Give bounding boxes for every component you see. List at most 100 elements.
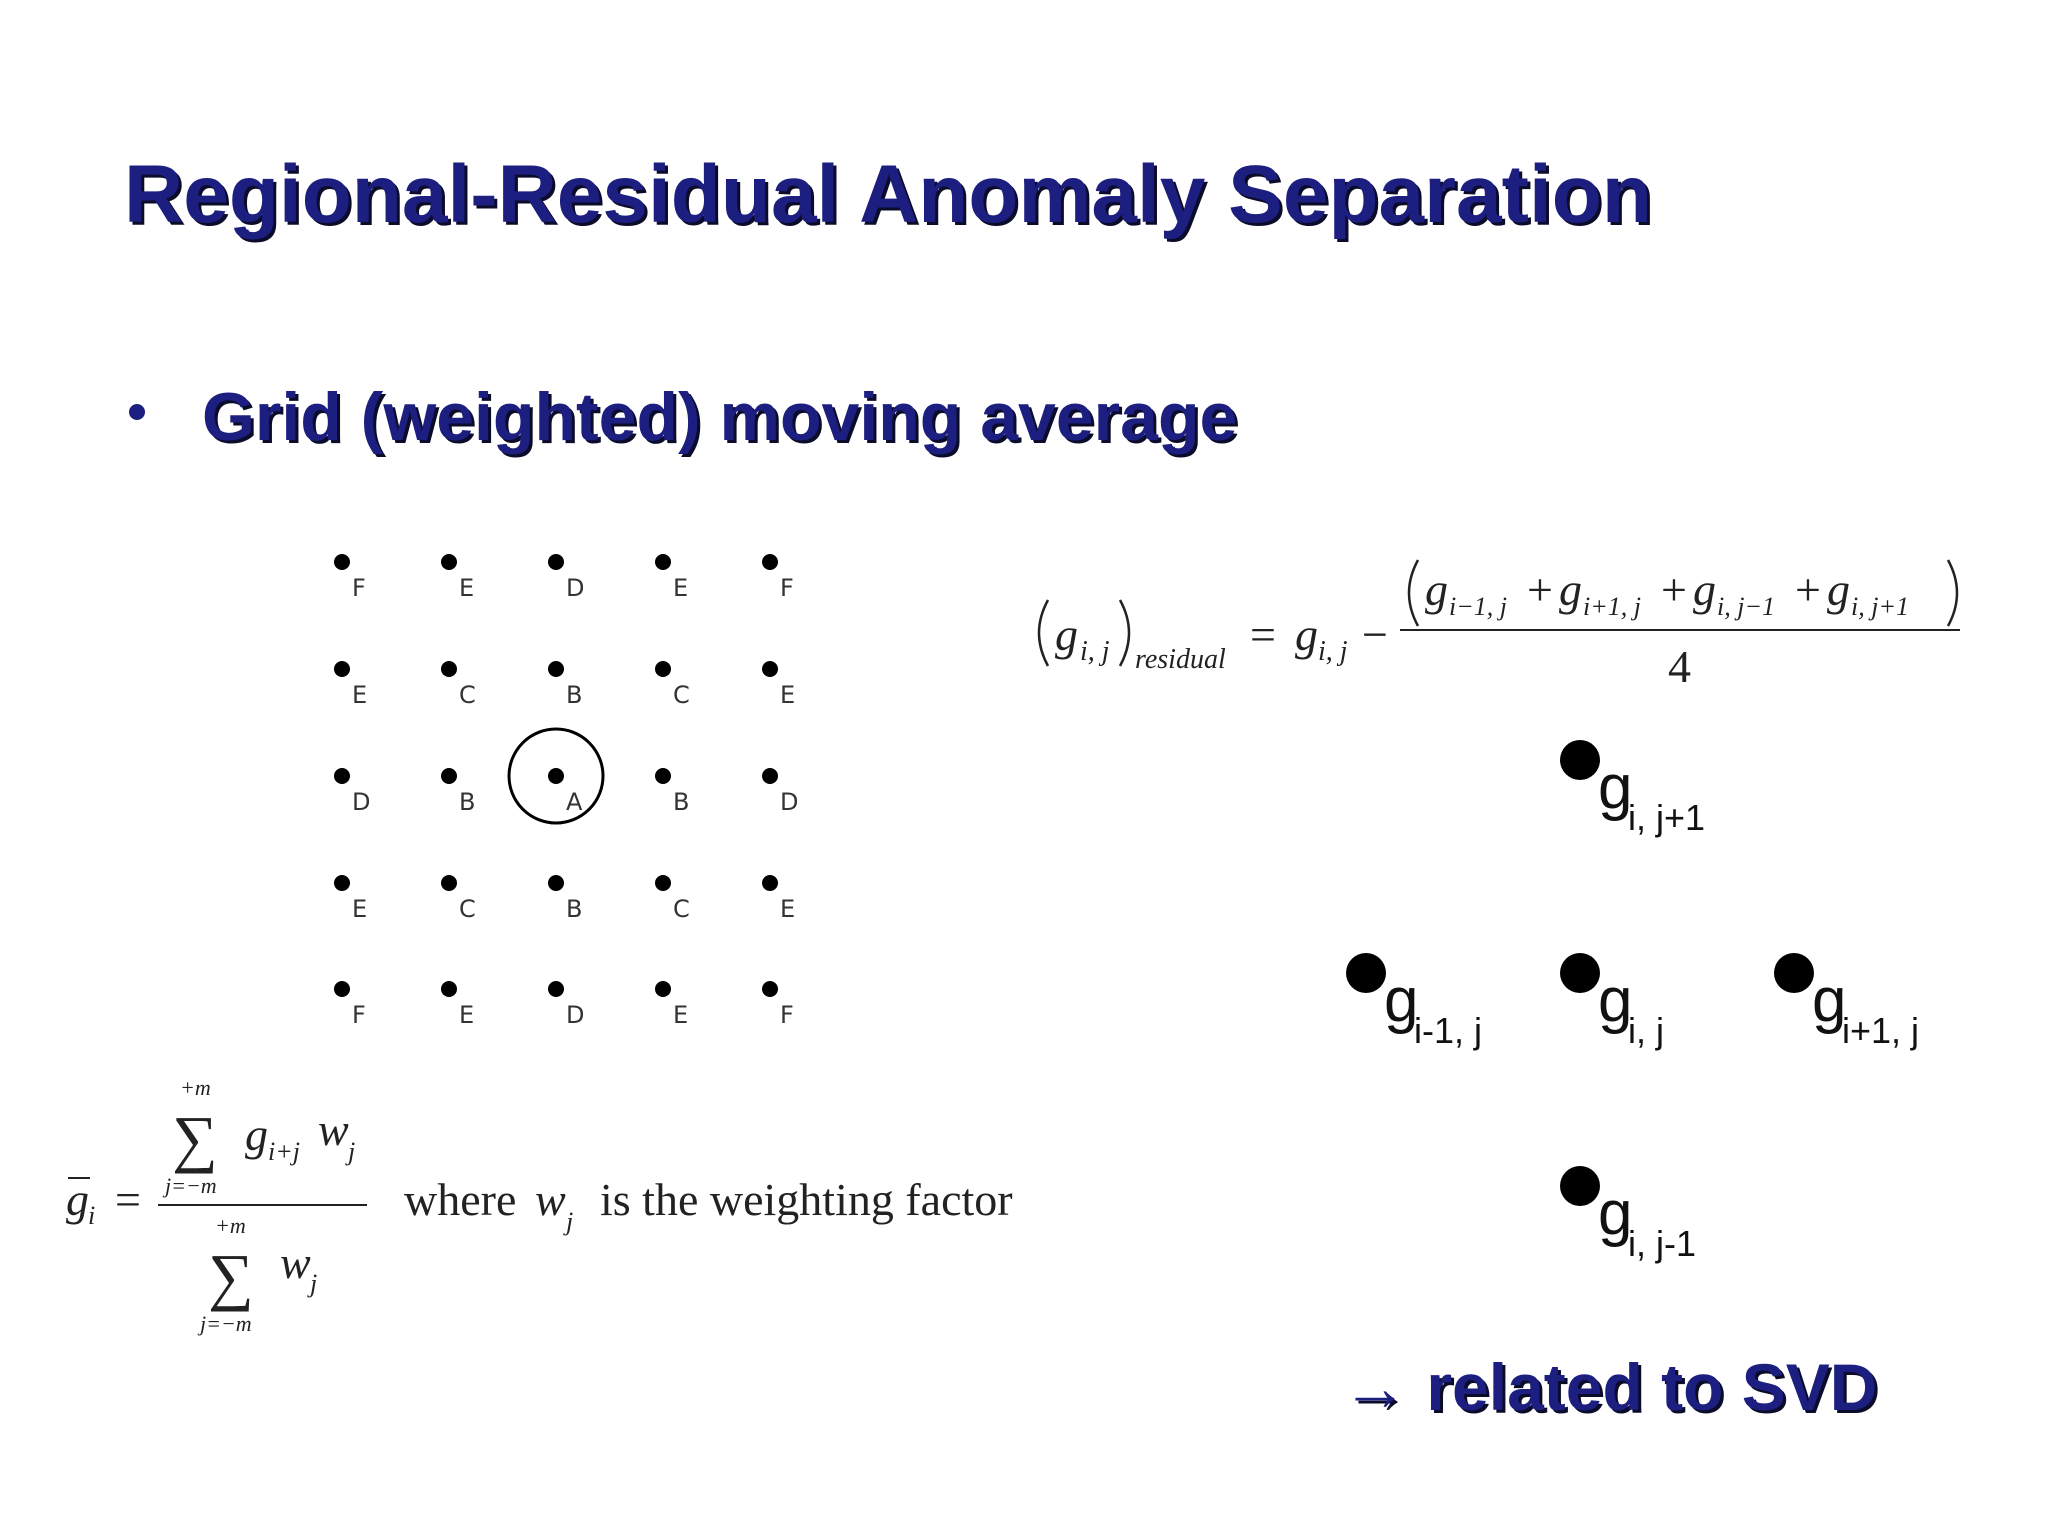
grid-point (655, 554, 671, 570)
grid-point (548, 875, 564, 891)
formula-var: g (1055, 609, 1078, 660)
grid-point (762, 875, 778, 891)
formula-sub: j (307, 1269, 317, 1298)
grid-label: C (673, 895, 690, 923)
stencil-var: g (1598, 753, 1632, 822)
where-text: where (404, 1174, 516, 1225)
grid-label: F (780, 574, 794, 602)
stencil-node (1560, 953, 1600, 993)
grid-label: E (352, 681, 367, 709)
stencil-node (1560, 740, 1600, 780)
stencil-sub: i, j-1 (1628, 1223, 1696, 1264)
formula-sub: i+j (268, 1137, 300, 1166)
formula-sub: i, j+1 (1851, 592, 1909, 621)
grid-point (334, 661, 350, 677)
formula-sub: i−1, j (1449, 592, 1507, 621)
formula-var: g (1827, 564, 1850, 615)
formula-sub: i, j (1080, 636, 1110, 667)
stencil-var: g (1598, 1179, 1632, 1248)
grid-label: E (780, 895, 795, 923)
formula-sub: i, j−1 (1717, 592, 1775, 621)
grid-point (762, 768, 778, 784)
residual-formula: g i, j residual = g i, j − g i−1, j + g i+1,… (1037, 559, 1960, 692)
average-formula: g i = +m ∑ j=−m g i+j w j +m ∑ j=−m w j … (66, 1075, 1013, 1336)
grid-label: C (459, 681, 476, 709)
center-circle (507, 727, 605, 825)
stencil: gi, j+1gi-1, j gi, j gi+1, jgi, j-1 (1346, 740, 1919, 1264)
formula-var: g (1693, 564, 1716, 615)
formula-var: g (1425, 564, 1448, 615)
formula-label: residual (1135, 644, 1226, 675)
grid-label: C (459, 895, 476, 923)
stencil-sub: i, j (1628, 1010, 1664, 1051)
grid-point (548, 981, 564, 997)
grid-label: C (673, 681, 690, 709)
sum-lower: j=−m (197, 1311, 252, 1336)
formula-operator: + (1661, 564, 1687, 615)
paren (1037, 599, 1050, 667)
grid-label: B (673, 788, 689, 816)
grid-label: B (566, 681, 582, 709)
grid-point (655, 661, 671, 677)
stencil-node (1560, 1166, 1600, 1206)
stencil-var: g (1812, 966, 1846, 1035)
paren (1118, 599, 1131, 667)
grid-label: D (566, 574, 584, 602)
sigma: ∑ (172, 1103, 218, 1174)
grid-label: A (566, 788, 583, 816)
stencil-node (1346, 953, 1386, 993)
grid-label: D (780, 788, 798, 816)
formula-var: w (280, 1237, 311, 1288)
formula-operator: − (1362, 609, 1388, 660)
note: → related to SVD (1342, 1350, 1877, 1424)
grid-label: F (780, 1001, 794, 1029)
grid-point (334, 554, 350, 570)
grid-point (441, 981, 457, 997)
formula-var: g (1559, 564, 1582, 615)
formula-operator: + (1527, 564, 1553, 615)
sum-lower: j=−m (162, 1173, 217, 1198)
grid-point (548, 554, 564, 570)
sum-upper: +m (180, 1075, 211, 1100)
sigma: ∑ (208, 1241, 254, 1312)
grid-point (548, 661, 564, 677)
formula-sub: j (563, 1207, 573, 1236)
grid-point (655, 875, 671, 891)
sum-upper: +m (215, 1213, 246, 1238)
grid-label: E (459, 1001, 474, 1029)
grid-label: E (673, 574, 688, 602)
formula-sub: i, j (1318, 636, 1348, 667)
formula-var: g (66, 1174, 89, 1225)
grid-point (655, 981, 671, 997)
grid-point (441, 768, 457, 784)
formula-operator: = (1250, 609, 1276, 660)
grid-point (441, 554, 457, 570)
numerator: g i−1, j + g i+1, j + g i, j−1 + g i, j+1 (1425, 564, 1909, 621)
grid-point (441, 661, 457, 677)
formula-var: w (535, 1174, 566, 1225)
grid-label: B (566, 895, 582, 923)
stencil-sub: i+1, j (1842, 1010, 1919, 1051)
grid-label: D (566, 1001, 584, 1029)
stencil-node (1774, 953, 1814, 993)
grid-label: D (352, 788, 370, 816)
grid-point (334, 768, 350, 784)
where-text: is the weighting factor (600, 1174, 1013, 1225)
formula-sub: i (88, 1201, 95, 1230)
grid-point (334, 981, 350, 997)
grid-label: E (352, 895, 367, 923)
grid-point (762, 554, 778, 570)
stencil-sub: i, j+1 (1628, 797, 1705, 838)
denominator: 4 (1668, 641, 1691, 692)
formula-sub: j (345, 1137, 355, 1166)
formula-var: g (245, 1109, 268, 1160)
grid-point (762, 981, 778, 997)
bullet-dot (129, 404, 145, 420)
grid-label: E (673, 1001, 688, 1029)
stencil-var: g (1598, 966, 1632, 1035)
grid-point (548, 768, 564, 784)
formula-operator: = (115, 1174, 141, 1225)
paren (1946, 559, 1959, 627)
